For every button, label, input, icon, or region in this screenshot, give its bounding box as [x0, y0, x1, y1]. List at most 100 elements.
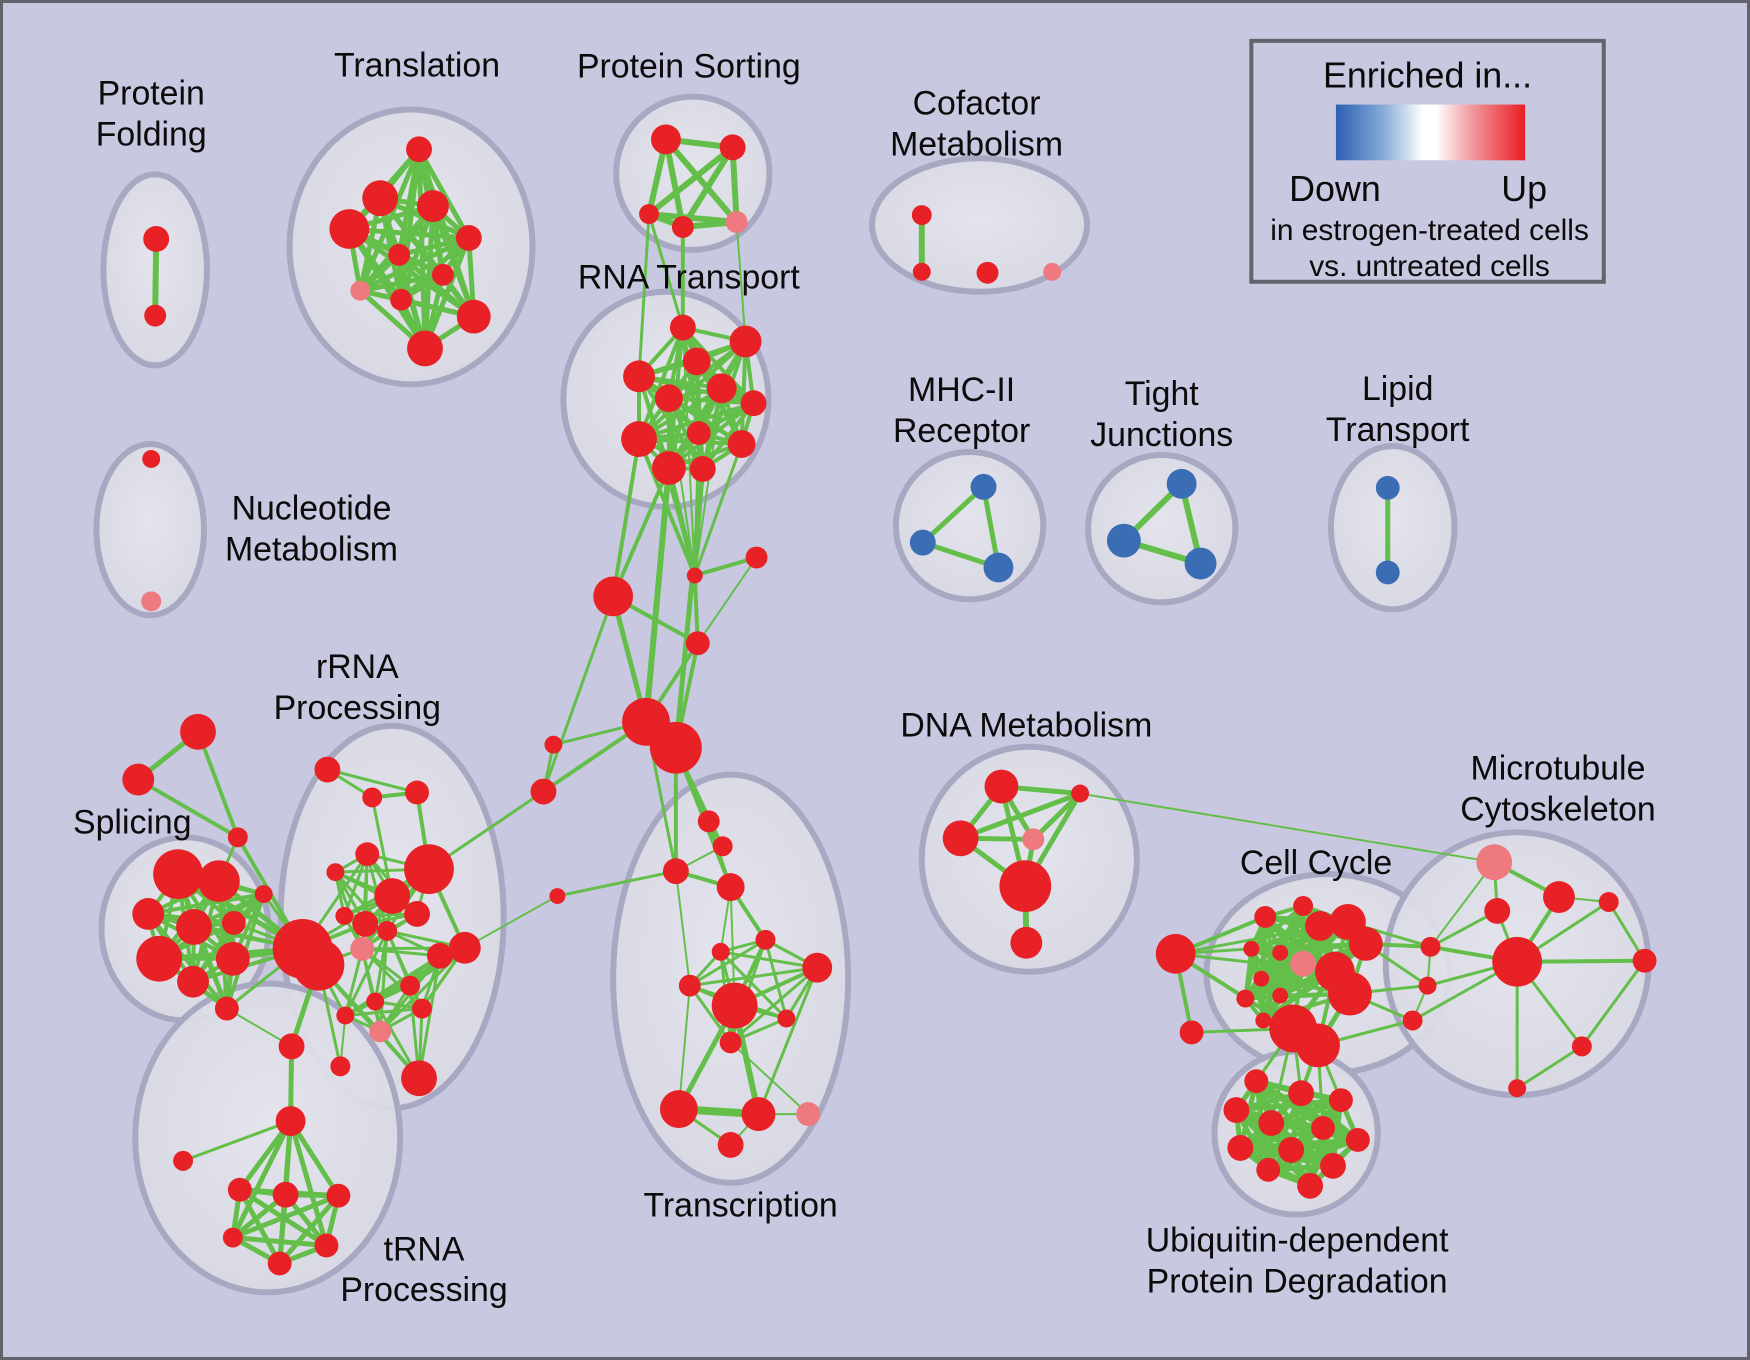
graph-node [1632, 948, 1657, 973]
graph-node [330, 1056, 351, 1077]
graph-edge [463, 895, 559, 949]
graph-node [970, 473, 997, 500]
cluster-label-transcription: Transcription [643, 1187, 837, 1225]
cluster-label-splicing: Splicing [73, 803, 191, 841]
legend-subtitle-line1: in estrogen-treated cells [1270, 214, 1589, 247]
graph-edge [757, 966, 819, 1116]
graph-node [366, 992, 385, 1011]
graph-edge [357, 272, 446, 294]
graph-node [401, 1060, 437, 1097]
graph-node [336, 1006, 355, 1025]
cluster-label-protein-folding: Folding [96, 115, 207, 153]
cluster-label-trna-processing: Processing [340, 1271, 507, 1309]
graph-node [719, 134, 746, 161]
graph-node [912, 262, 931, 281]
graph-node [1508, 1079, 1527, 1098]
graph-edge [1249, 904, 1306, 951]
cluster-label-cofactor-metabolism: Metabolism [890, 125, 1063, 163]
graph-node [404, 844, 454, 895]
graph-edge [674, 870, 691, 987]
graph-node [1184, 547, 1217, 580]
graph-node [530, 778, 557, 805]
graph-edge [333, 870, 389, 933]
graph-node [717, 1131, 744, 1158]
graph-edge [277, 1193, 341, 1266]
cluster-label-lipid-transport: Lipid [1362, 370, 1433, 408]
graph-node [1227, 1134, 1254, 1161]
graph-node [1254, 905, 1277, 928]
cluster-ellipse-tight-junctions [1085, 452, 1239, 606]
graph-node [1297, 1172, 1324, 1199]
graph-edge [688, 966, 819, 988]
graph-node [650, 124, 681, 155]
graph-node [1296, 1023, 1340, 1068]
cluster-ellipse-cofactor-metabolism [869, 155, 1091, 295]
graph-node [267, 1251, 292, 1276]
graph-node [456, 299, 491, 334]
graph-edge [646, 144, 736, 218]
graph-node [141, 591, 162, 612]
graph-node [659, 1090, 698, 1129]
graph-edge [677, 984, 691, 1111]
graph-node [716, 873, 745, 902]
graph-node [377, 920, 398, 941]
graph-node [1179, 1020, 1204, 1045]
graph-edge [637, 401, 756, 442]
graph-node [697, 810, 720, 833]
cluster-label-ubiquitin-degradation: Ubiquitin-dependent [1146, 1221, 1449, 1259]
graph-node [662, 858, 689, 885]
graph-node [362, 787, 383, 808]
graph-node [682, 347, 711, 376]
graph-node [176, 908, 212, 945]
cluster-label-rrna-processing: rRNA [316, 648, 399, 686]
graph-node [1543, 881, 1575, 913]
graph-edge [146, 892, 266, 916]
graph-node [314, 1233, 339, 1258]
graph-node [1476, 844, 1513, 881]
graph-node [729, 325, 762, 358]
graph-edge [541, 594, 615, 793]
graph-node [755, 929, 776, 950]
graph-node [1492, 936, 1543, 987]
graph-node [431, 263, 454, 286]
nodes-layer [122, 124, 1657, 1276]
cluster-label-protein-sorting: Protein Sorting [577, 48, 801, 86]
graph-node [740, 390, 767, 417]
cluster-label-ubiquitin-degradation: Protein Degradation [1147, 1262, 1448, 1300]
graph-node [335, 906, 354, 925]
graph-node [1253, 970, 1270, 987]
graph-node [153, 849, 203, 900]
graph-edge [666, 396, 744, 447]
graph-node [1272, 987, 1289, 1004]
cluster-label-tight-junctions: Tight [1125, 375, 1200, 413]
graph-node [649, 721, 702, 774]
graph-node [132, 898, 165, 930]
cluster-label-nucleotide-metabolism: Metabolism [225, 531, 398, 569]
graph-edge [416, 146, 472, 241]
graph-edge [1515, 1044, 1584, 1090]
graph-node [404, 901, 430, 927]
cluster-label-lipid-transport: Transport [1326, 411, 1470, 449]
graph-node [1288, 1080, 1315, 1107]
graph-node [362, 180, 399, 217]
graph-node [1244, 1069, 1269, 1094]
graph-edge [417, 954, 442, 1080]
cluster-label-mhc-ii-receptor: MHC-II [908, 371, 1015, 409]
graph-edge [662, 136, 740, 226]
graph-edge [719, 950, 788, 1020]
graph-node [400, 975, 421, 996]
graph-node [374, 878, 411, 914]
graph-node [654, 384, 683, 413]
graph-node [350, 280, 371, 301]
graph-node [1293, 896, 1314, 916]
graph-edge [666, 396, 756, 406]
graph-node [407, 330, 443, 367]
graph-edge [1233, 1097, 1344, 1113]
graph-edge [181, 1119, 293, 1163]
graph-edge [688, 984, 733, 1044]
legend-up-label: Up [1501, 169, 1547, 209]
legend-subtitle-line2: vs. untreated cells [1309, 250, 1550, 283]
graph-node [198, 860, 240, 903]
graph-node [796, 1102, 821, 1127]
cluster-label-translation: Translation [334, 47, 500, 85]
